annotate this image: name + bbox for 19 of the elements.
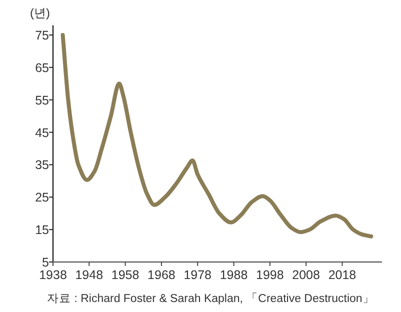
y-tick-label: 65 <box>35 60 50 75</box>
x-tick-label: 1968 <box>148 268 176 282</box>
x-tick-label: 1998 <box>256 268 284 282</box>
y-axis-title: (년) <box>30 6 50 20</box>
x-tick-label: 2008 <box>292 268 320 282</box>
y-tick-label: 5 <box>42 256 50 270</box>
x-tick-label: 2018 <box>328 268 356 282</box>
x-tick-label: 1948 <box>75 268 104 282</box>
x-tick-label: 1988 <box>220 268 248 282</box>
y-tick-label: 45 <box>35 126 50 140</box>
x-tick-label: 1938 <box>39 268 67 282</box>
x-tick-label: 1978 <box>184 268 212 282</box>
y-tick-label: 15 <box>35 223 50 238</box>
y-tick-label: 35 <box>35 158 50 172</box>
y-tick-label: 55 <box>35 93 50 108</box>
y-tick-label: 25 <box>35 190 50 205</box>
x-tick-label: 1958 <box>111 268 140 282</box>
text: 자료 : Richard Foster & Sarah Kaplan, 「Creative Destruction」 <box>47 292 374 305</box>
y-tick-label: 75 <box>35 28 50 42</box>
